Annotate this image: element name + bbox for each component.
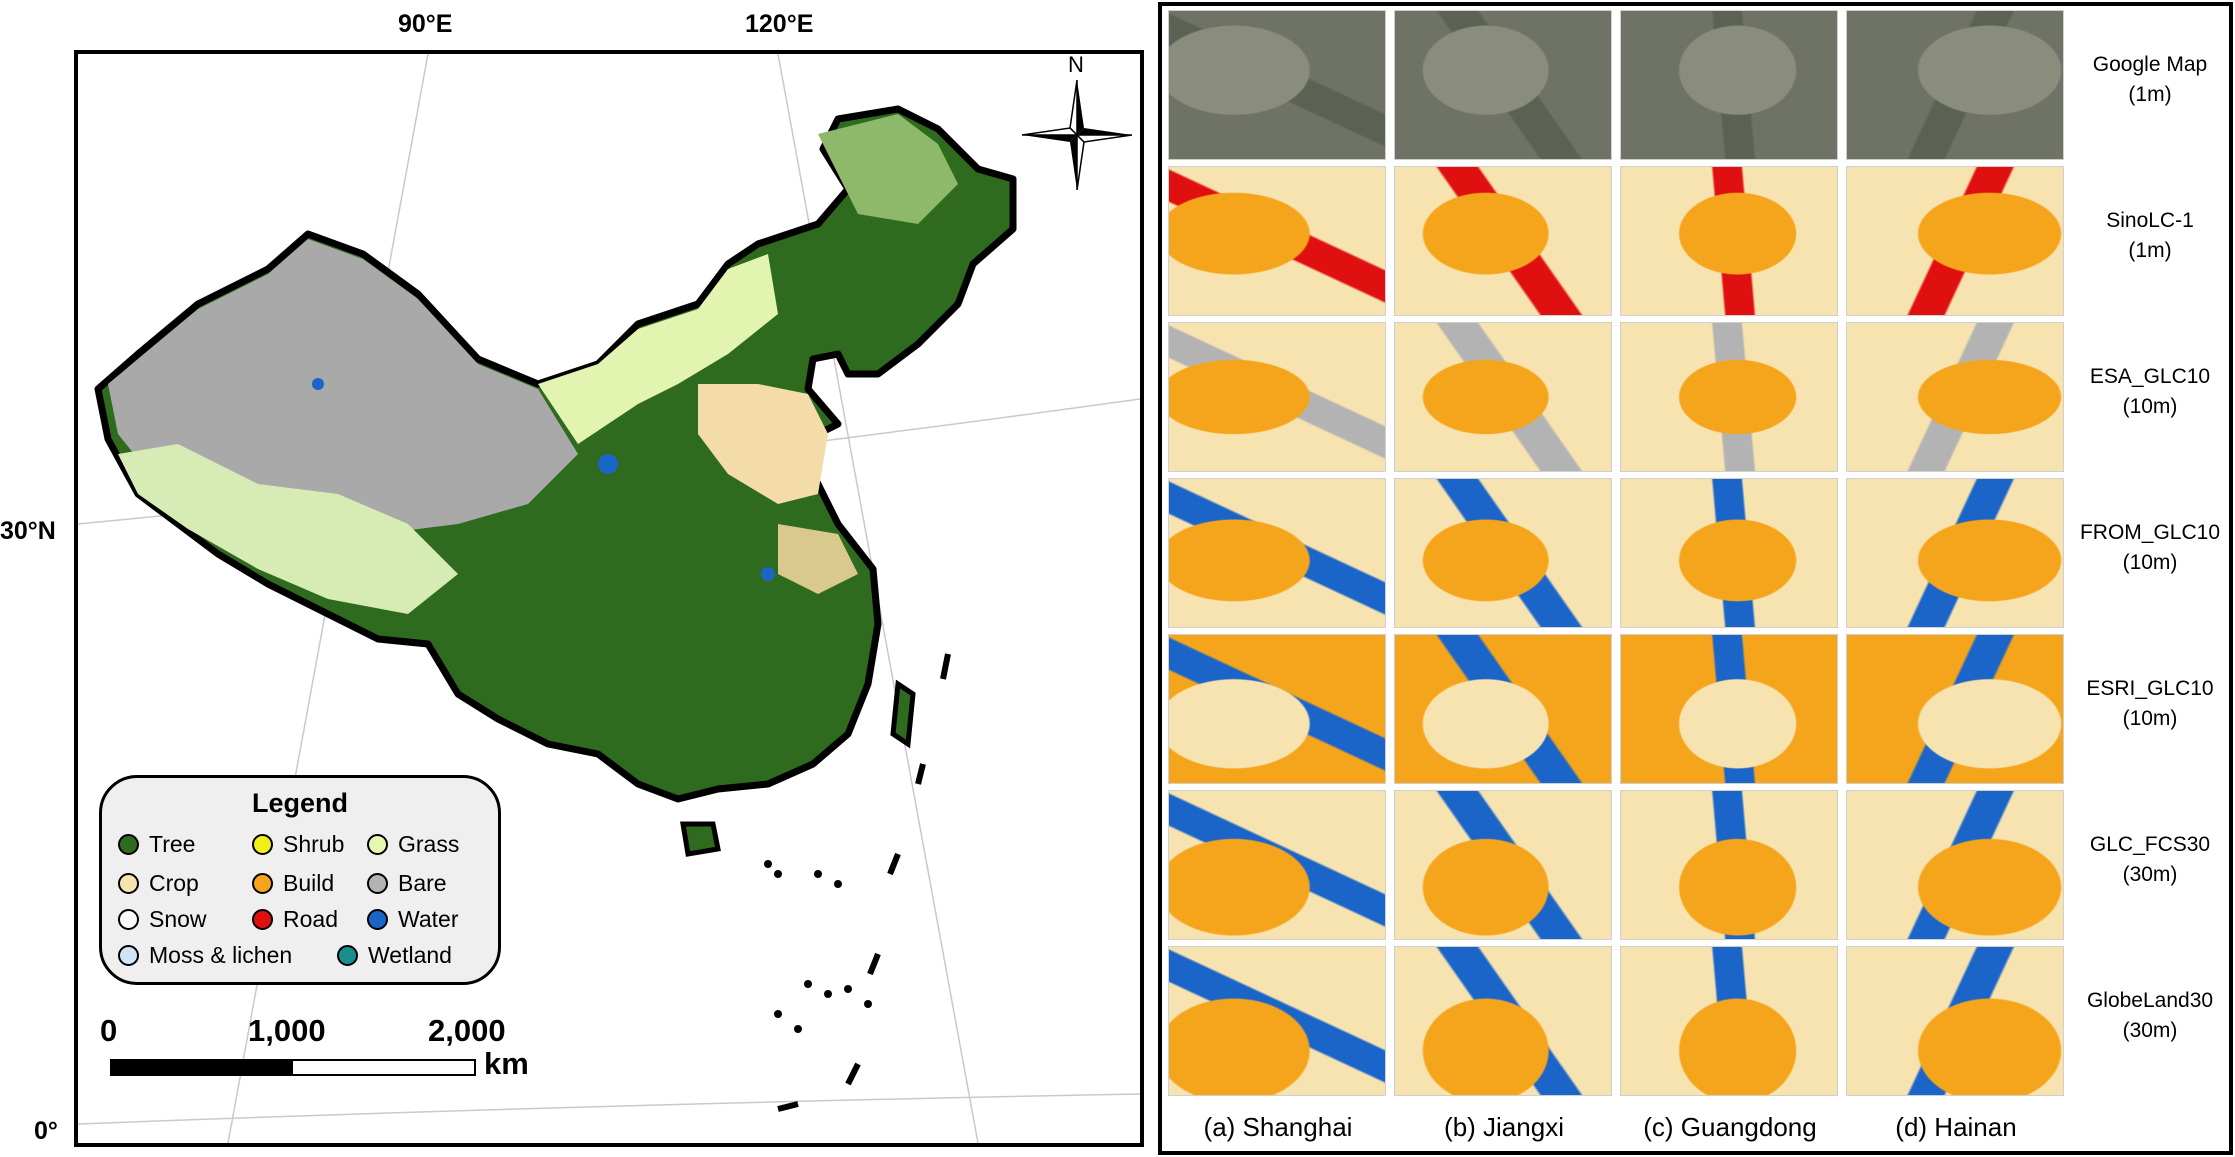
lon-120-label: 120°E — [745, 10, 814, 38]
product-resolution: (10m) — [2122, 551, 2178, 574]
legend-item-snow: Snow — [118, 906, 207, 933]
north-arrow: N — [1022, 52, 1132, 202]
map-tile — [1394, 10, 1612, 160]
product-resolution: (10m) — [2122, 395, 2178, 418]
column-label: (d) Hainan — [1895, 1112, 2017, 1142]
scale-bar — [110, 1059, 476, 1076]
row-label: Google Map (1m) — [2065, 50, 2235, 110]
map-tile — [1168, 634, 1386, 784]
row-label: ESRI_GLC10 (10m) — [2065, 674, 2235, 734]
product-resolution: (10m) — [2122, 707, 2178, 730]
product-name: ESRI_GLC10 — [2086, 677, 2214, 700]
legend-swatch — [118, 909, 139, 930]
map-tile — [1168, 166, 1386, 316]
row-label: GLC_FCS30 (30m) — [2065, 830, 2235, 890]
product-resolution: (1m) — [2128, 239, 2172, 262]
product-name: SinoLC-1 — [2106, 209, 2194, 232]
map-tile — [1620, 478, 1838, 628]
product-resolution: (1m) — [2128, 83, 2172, 106]
map-tile — [1620, 166, 1838, 316]
product-resolution: (30m) — [2122, 1019, 2178, 1042]
map-tile — [1394, 166, 1612, 316]
legend-item-tree: Tree — [118, 831, 195, 858]
map-tile — [1846, 322, 2064, 472]
north-label: N — [1068, 52, 1084, 77]
map-tile — [1394, 322, 1612, 472]
column-label: (a) Shanghai — [1203, 1112, 1353, 1142]
scale-unit: km — [484, 1046, 529, 1081]
map-tile — [1394, 946, 1612, 1096]
map-tile — [1620, 634, 1838, 784]
map-tile — [1168, 478, 1386, 628]
row-labels: Google Map (1m) SinoLC-1 (1m) ESA_GLC10 (10m)… — [2065, 10, 2235, 1110]
product-name: GlobeLand30 — [2086, 989, 2214, 1012]
legend-item-build: Build — [252, 870, 334, 897]
legend-swatch — [118, 873, 139, 894]
scale-tick-2000: 2,000 — [428, 1013, 506, 1048]
map-tile — [1846, 634, 2064, 784]
legend-item-bare: Bare — [367, 870, 447, 897]
legend-swatch — [118, 834, 139, 855]
map-tile — [1846, 10, 2064, 160]
map-tile — [1620, 790, 1838, 940]
lat-30-label: 30°N — [0, 517, 56, 545]
map-tile — [1168, 946, 1386, 1096]
product-name: ESA_GLC10 — [2089, 365, 2211, 388]
legend-item-water: Water — [367, 906, 459, 933]
row-label: FROM_GLC10 (10m) — [2065, 518, 2235, 578]
map-tile — [1846, 946, 2064, 1096]
legend-item-grass: Grass — [367, 831, 459, 858]
product-name: Google Map — [2092, 53, 2208, 76]
column-label: (b) Jiangxi — [1444, 1112, 1564, 1142]
legend-swatch — [367, 834, 388, 855]
map-tile — [1168, 10, 1386, 160]
legend-title: Legend — [251, 788, 348, 818]
map-tile — [1394, 634, 1612, 784]
china-landmass — [94, 105, 1017, 803]
scale-bar-filled — [112, 1061, 293, 1074]
map-tile — [1168, 790, 1386, 940]
product-name: GLC_FCS30 — [2089, 833, 2211, 856]
china-land-cover-map — [78, 54, 1140, 1143]
legend-item-road: Road — [252, 906, 338, 933]
lon-90-label: 90°E — [398, 10, 453, 38]
map-tile — [1846, 166, 2064, 316]
legend-item-crop: Crop — [118, 870, 199, 897]
scale-tick-0: 0 — [100, 1013, 118, 1048]
map-tile — [1620, 322, 1838, 472]
map-tile — [1394, 790, 1612, 940]
row-label: GlobeLand30 (30m) — [2065, 986, 2235, 1046]
legend-swatch — [118, 945, 139, 966]
legend-swatch — [337, 945, 358, 966]
column-labels: (a) Shanghai (b) Jiangxi (c) Guangdong (d) … — [1168, 1108, 2071, 1152]
map-legend: Legend Tree Shrub Grass Crop Build Bare … — [99, 775, 501, 985]
legend-swatch — [367, 909, 388, 930]
legend-item-moss-lichen: Moss & lichen — [118, 942, 292, 969]
map-tile — [1846, 790, 2064, 940]
scale-tick-1000: 1,000 — [248, 1013, 326, 1048]
map-tile — [1620, 10, 1838, 160]
legend-item-wetland: Wetland — [337, 942, 452, 969]
legend-swatch — [252, 909, 273, 930]
comparison-grid — [1168, 10, 2071, 1110]
map-tile — [1394, 478, 1612, 628]
column-label: (c) Guangdong — [1643, 1112, 1817, 1142]
legend-swatch — [367, 873, 388, 894]
legend-item-shrub: Shrub — [252, 831, 344, 858]
lat-0-label: 0° — [34, 1117, 58, 1145]
compass-rose-icon — [1022, 80, 1132, 190]
legend-swatch — [252, 834, 273, 855]
row-label: SinoLC-1 (1m) — [2065, 206, 2235, 266]
south-sea-islands — [764, 860, 872, 1033]
map-tile — [1620, 946, 1838, 1096]
legend-swatch — [252, 873, 273, 894]
product-resolution: (30m) — [2122, 863, 2178, 886]
map-tile — [1168, 322, 1386, 472]
row-label: ESA_GLC10 (10m) — [2065, 362, 2235, 422]
map-tile — [1846, 478, 2064, 628]
product-name: FROM_GLC10 — [2079, 521, 2221, 544]
map-frame — [74, 50, 1144, 1147]
